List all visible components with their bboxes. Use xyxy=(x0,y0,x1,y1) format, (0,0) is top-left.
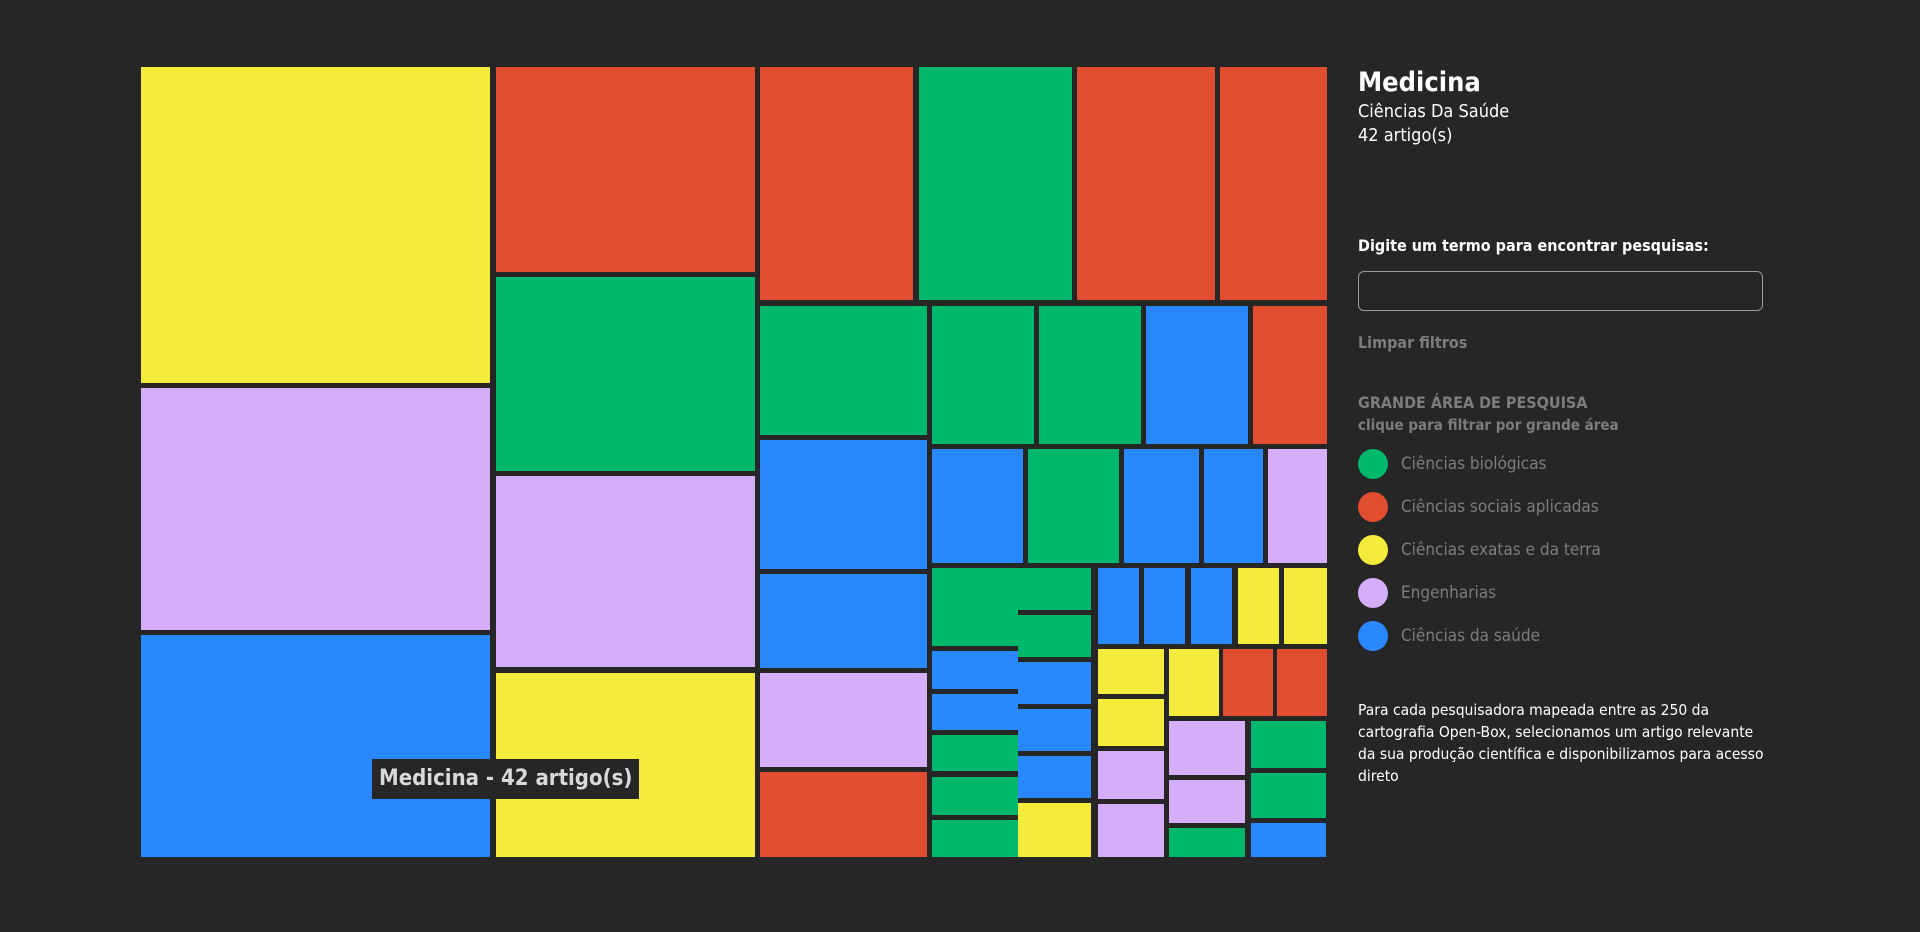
legend-label: Ciências da saúde xyxy=(1401,625,1540,646)
treemap-cell[interactable] xyxy=(760,574,927,668)
legend-item-saude[interactable]: Ciências da saúde xyxy=(1358,614,1768,657)
treemap-chart xyxy=(141,67,1327,857)
treemap-cell[interactable] xyxy=(1018,568,1091,610)
legend-title: GRANDE ÁREA DE PESQUISA xyxy=(1358,393,1588,412)
treemap-cell[interactable] xyxy=(1098,699,1164,746)
treemap-cell[interactable] xyxy=(1169,780,1245,823)
legend-dot-icon xyxy=(1358,534,1388,565)
treemap-tooltip: Medicina - 42 artigo(s) xyxy=(372,759,640,799)
clear-filters-button[interactable]: Limpar filtros xyxy=(1358,333,1468,352)
treemap-cell[interactable] xyxy=(932,820,1018,857)
treemap-cell[interactable] xyxy=(1251,721,1326,768)
treemap-cell[interactable] xyxy=(1169,828,1245,857)
treemap-cell[interactable] xyxy=(1238,568,1279,644)
treemap-cell[interactable] xyxy=(1251,773,1326,818)
treemap-cell[interactable] xyxy=(760,306,927,435)
treemap-cell[interactable] xyxy=(1098,649,1164,694)
legend-hint: clique para filtrar por grande área xyxy=(1358,416,1619,434)
treemap-cell[interactable] xyxy=(1077,67,1215,300)
selected-area-subtitle: Ciências Da Saúde xyxy=(1358,101,1510,122)
treemap-cell[interactable] xyxy=(1277,649,1327,716)
treemap-cell[interactable] xyxy=(932,735,1018,771)
legend-item-engenharias[interactable]: Engenharias xyxy=(1358,571,1768,614)
search-input[interactable] xyxy=(1358,271,1763,311)
legend-label: Ciências biológicas xyxy=(1401,453,1547,474)
treemap-cell[interactable] xyxy=(760,67,913,300)
treemap-cell[interactable] xyxy=(1018,803,1091,857)
treemap-cell[interactable] xyxy=(1144,568,1185,644)
legend-label: Ciências sociais aplicadas xyxy=(1401,496,1599,517)
footnote-text: Para cada pesquisadora mapeada entre as … xyxy=(1358,701,1764,785)
treemap-cell[interactable] xyxy=(1098,804,1164,857)
search-label: Digite um termo para encontrar pesquisas… xyxy=(1358,236,1709,255)
treemap-cell[interactable] xyxy=(760,772,927,857)
treemap-cell[interactable] xyxy=(760,673,927,767)
treemap-cell[interactable] xyxy=(1018,756,1091,798)
legend-dot-icon xyxy=(1358,577,1388,608)
treemap-cell[interactable] xyxy=(932,694,1018,730)
treemap-cell[interactable] xyxy=(932,449,1023,563)
legend-label: Engenharias xyxy=(1401,582,1497,603)
treemap-cell[interactable] xyxy=(1018,662,1091,704)
treemap-cell[interactable] xyxy=(1253,306,1327,444)
treemap-cell[interactable] xyxy=(919,67,1072,300)
legend-dot-icon xyxy=(1358,448,1388,479)
treemap-cell[interactable] xyxy=(1018,709,1091,751)
treemap-cell[interactable] xyxy=(1268,449,1327,563)
treemap-cell[interactable] xyxy=(1284,568,1327,644)
legend-dot-icon xyxy=(1358,620,1388,651)
treemap-cell[interactable] xyxy=(1018,615,1091,657)
treemap-cell[interactable] xyxy=(932,651,1018,689)
legend-label: Ciências exatas e da terra xyxy=(1401,539,1601,560)
legend-item-exatas[interactable]: Ciências exatas e da terra xyxy=(1358,528,1768,571)
treemap-cell[interactable] xyxy=(141,635,490,857)
legend-item-biologicas[interactable]: Ciências biológicas xyxy=(1358,442,1768,485)
selected-area-title: Medicina xyxy=(1358,67,1481,98)
treemap-cell[interactable] xyxy=(1191,568,1232,644)
treemap-cell[interactable] xyxy=(932,568,1018,646)
legend-item-sociais[interactable]: Ciências sociais aplicadas xyxy=(1358,485,1768,528)
treemap-cell[interactable] xyxy=(1098,751,1164,799)
treemap-cell[interactable] xyxy=(932,306,1034,444)
selected-area-count: 42 artigo(s) xyxy=(1358,125,1453,146)
treemap-cell[interactable] xyxy=(1124,449,1199,563)
treemap-cell[interactable] xyxy=(496,67,755,272)
treemap-cell[interactable] xyxy=(1098,568,1139,644)
treemap-cell[interactable] xyxy=(496,476,755,667)
treemap-cell[interactable] xyxy=(1169,649,1219,716)
treemap-cell[interactable] xyxy=(932,777,1018,815)
treemap-cell[interactable] xyxy=(496,277,755,471)
treemap-cell[interactable] xyxy=(1204,449,1263,563)
treemap-cell[interactable] xyxy=(1220,67,1327,300)
treemap-cell[interactable] xyxy=(141,67,490,383)
treemap-cell[interactable] xyxy=(141,388,490,630)
legend-dot-icon xyxy=(1358,491,1388,522)
legend: Ciências biológicas Ciências sociais apl… xyxy=(1358,442,1768,657)
treemap-cell[interactable] xyxy=(1039,306,1141,444)
treemap-cell[interactable] xyxy=(1169,721,1245,775)
treemap-cell[interactable] xyxy=(1146,306,1248,444)
treemap-cell[interactable] xyxy=(1251,823,1326,857)
side-panel: Medicina Ciências Da Saúde 42 artigo(s) … xyxy=(1358,66,1768,787)
treemap-cell[interactable] xyxy=(760,440,927,569)
treemap-cell[interactable] xyxy=(1223,649,1273,716)
treemap-cell[interactable] xyxy=(1028,449,1119,563)
